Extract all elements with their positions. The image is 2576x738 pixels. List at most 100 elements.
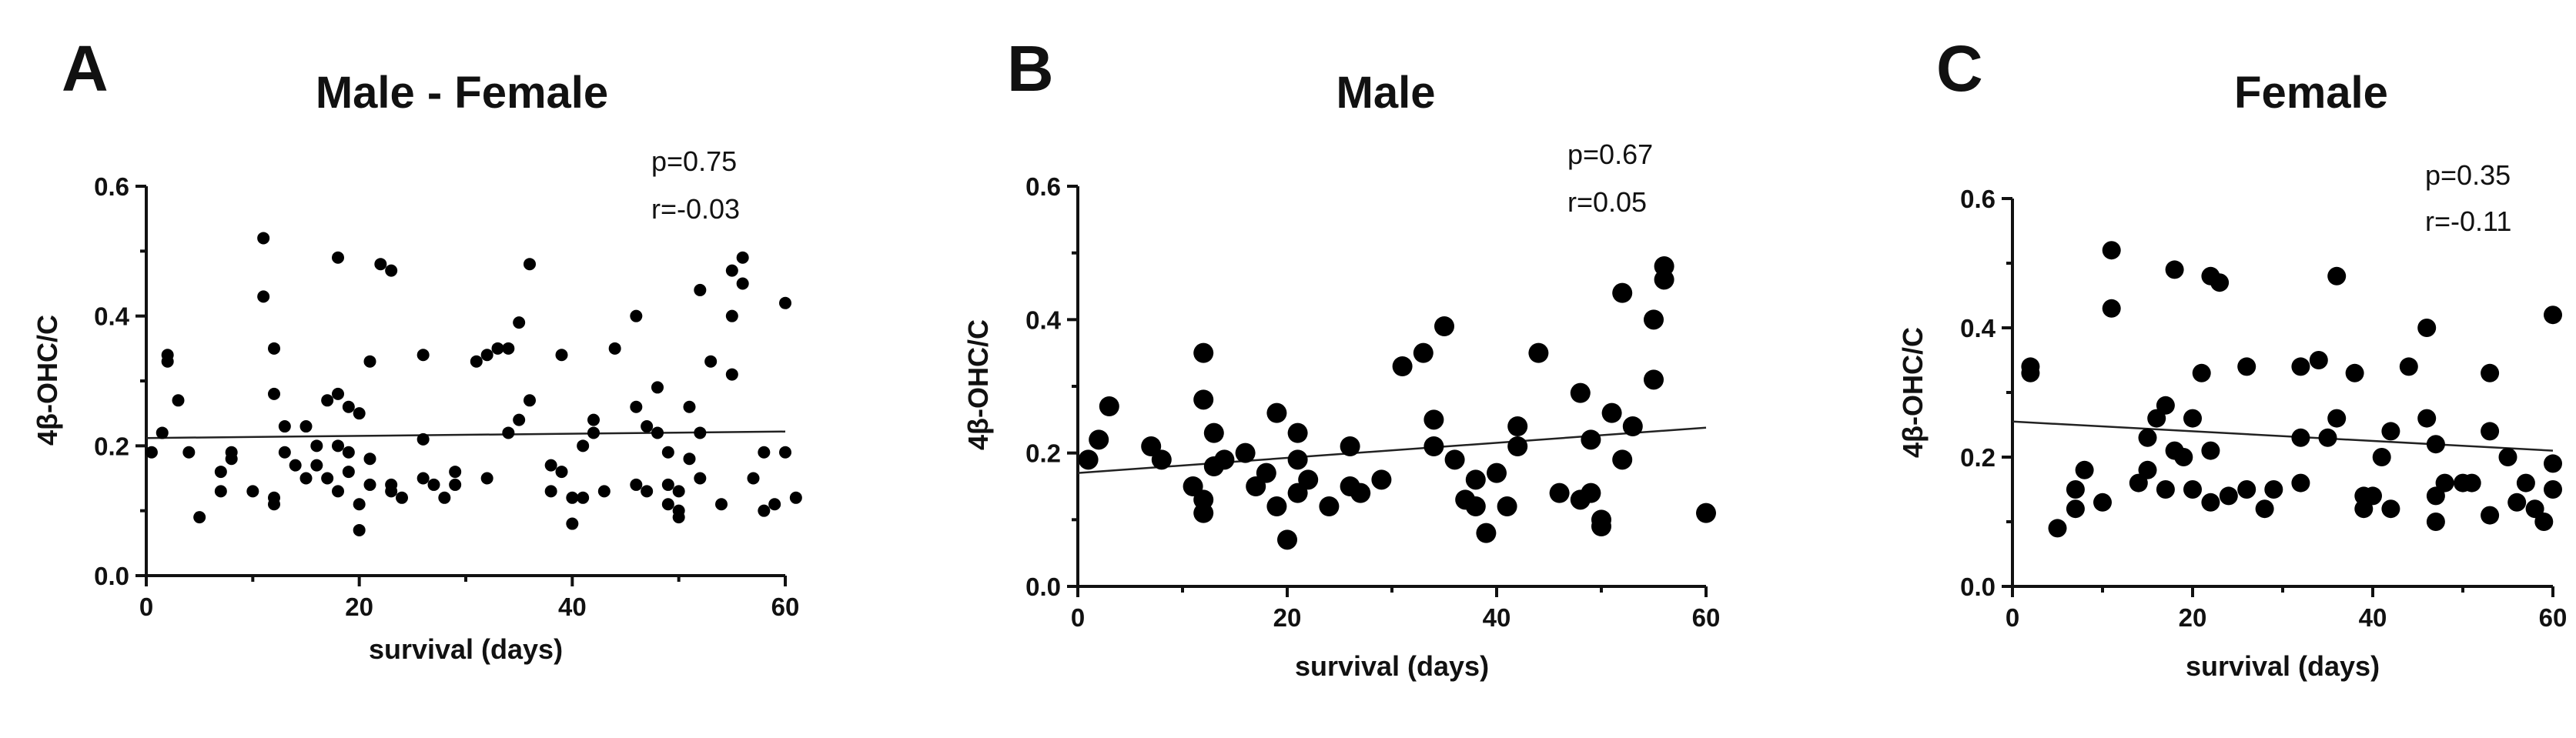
data-point bbox=[2255, 499, 2274, 519]
data-point bbox=[2544, 480, 2562, 499]
y-axis-label: 4β-OHC/C bbox=[962, 319, 994, 450]
data-point bbox=[768, 498, 781, 511]
data-point bbox=[1581, 429, 1601, 450]
data-point bbox=[736, 251, 749, 264]
data-point bbox=[246, 485, 259, 498]
data-point bbox=[2156, 396, 2175, 415]
data-point bbox=[2183, 480, 2202, 499]
data-point bbox=[172, 394, 185, 407]
data-point bbox=[156, 426, 169, 439]
data-point bbox=[417, 432, 430, 446]
data-point bbox=[2498, 448, 2517, 466]
data-point bbox=[214, 466, 227, 479]
data-point bbox=[1235, 442, 1256, 463]
data-point bbox=[1591, 516, 1611, 536]
data-point bbox=[278, 420, 291, 433]
data-point bbox=[1622, 416, 1643, 436]
data-point bbox=[694, 283, 707, 296]
data-point bbox=[1423, 409, 1444, 430]
data-point bbox=[2381, 422, 2400, 441]
data-point bbox=[480, 349, 493, 362]
data-point bbox=[1340, 436, 1360, 456]
data-point bbox=[1434, 316, 1454, 336]
data-point bbox=[672, 485, 685, 498]
data-point bbox=[725, 368, 738, 381]
p-value-label: p=0.75 bbox=[651, 145, 737, 177]
data-point bbox=[268, 498, 280, 511]
data-point bbox=[758, 446, 771, 459]
y-tick-label: 0.0 bbox=[1960, 573, 1996, 601]
data-point bbox=[363, 478, 376, 491]
data-point bbox=[2219, 486, 2238, 506]
data-point bbox=[630, 478, 643, 491]
data-point bbox=[1371, 469, 1392, 490]
data-point bbox=[1319, 496, 1340, 516]
x-tick-label: 40 bbox=[1483, 603, 1511, 632]
data-point bbox=[651, 381, 664, 394]
chart-panel-c: C Female p=0.35 r=-0.11 0.0 0.2 0.4 0.6 0 20 40 60 s… bbox=[1897, 32, 2567, 682]
data-point bbox=[2237, 480, 2257, 499]
data-point bbox=[161, 355, 174, 368]
data-point bbox=[725, 264, 738, 277]
data-point bbox=[2075, 460, 2094, 479]
chart-panel-a: A Male - Female p=0.75 r=-0.03 0.0 0.2 0.4 0.6 0… bbox=[32, 32, 802, 665]
data-point bbox=[193, 511, 206, 524]
data-point bbox=[353, 523, 366, 536]
y-tick-label: 0.0 bbox=[1025, 573, 1061, 601]
data-point bbox=[2264, 480, 2283, 499]
data-point bbox=[342, 446, 355, 459]
data-point bbox=[1151, 449, 1172, 470]
data-point bbox=[321, 394, 334, 407]
data-point bbox=[2165, 260, 2184, 279]
data-point bbox=[225, 446, 238, 459]
data-point bbox=[2021, 363, 2040, 382]
data-point bbox=[427, 478, 440, 491]
data-point bbox=[2048, 519, 2067, 538]
data-point bbox=[2129, 473, 2148, 493]
data-point bbox=[353, 498, 366, 511]
y-tick-label: 0.4 bbox=[1025, 306, 1062, 334]
data-point bbox=[1266, 402, 1287, 423]
data-point bbox=[1507, 416, 1528, 436]
data-point bbox=[145, 446, 158, 459]
data-point bbox=[524, 258, 536, 271]
data-point bbox=[2481, 422, 2500, 441]
data-point bbox=[641, 485, 654, 498]
data-point bbox=[1507, 436, 1528, 456]
x-axis-label: survival (days) bbox=[369, 633, 563, 665]
y-tick-label: 0.2 bbox=[1960, 443, 1996, 472]
data-point bbox=[587, 426, 600, 439]
data-point bbox=[1193, 389, 1214, 410]
chart-panel-b: B Male p=0.67 r=0.05 0.0 0.2 0.4 0.6 0 20 40 60 surv… bbox=[962, 32, 1720, 682]
data-point bbox=[779, 296, 791, 309]
data-point bbox=[2327, 409, 2347, 428]
data-point bbox=[1644, 369, 1664, 390]
data-point bbox=[2291, 428, 2310, 447]
data-point bbox=[1497, 496, 1517, 516]
data-point bbox=[2183, 409, 2202, 428]
data-point bbox=[310, 439, 323, 452]
data-point bbox=[332, 485, 344, 498]
data-point bbox=[694, 426, 707, 439]
data-point bbox=[661, 498, 674, 511]
data-point bbox=[2174, 448, 2193, 466]
data-point bbox=[1549, 483, 1570, 503]
data-point bbox=[502, 342, 515, 355]
data-point bbox=[725, 309, 738, 322]
data-point bbox=[2147, 409, 2166, 428]
data-point bbox=[2210, 273, 2230, 292]
x-tick-label: 40 bbox=[558, 593, 587, 621]
data-point bbox=[577, 491, 590, 504]
data-point bbox=[555, 466, 568, 479]
data-point bbox=[758, 504, 771, 517]
data-point bbox=[1287, 422, 1308, 443]
data-point bbox=[321, 472, 334, 485]
data-point bbox=[1465, 469, 1486, 490]
y-axis-label: 4β-OHC/C bbox=[32, 315, 63, 446]
data-point bbox=[396, 491, 408, 504]
data-point bbox=[2399, 357, 2418, 376]
data-point bbox=[2417, 319, 2437, 337]
data-point bbox=[1298, 469, 1319, 490]
data-point bbox=[2102, 299, 2121, 318]
